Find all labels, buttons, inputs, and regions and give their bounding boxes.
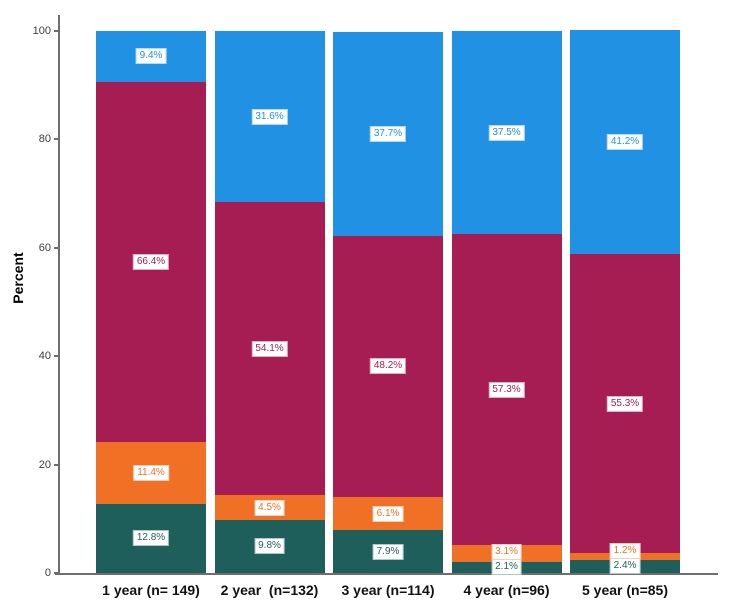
segment-value-label: 9.4% — [135, 48, 167, 65]
y-tick-mark — [54, 246, 59, 249]
y-axis-line — [58, 15, 60, 575]
segment-value-label: 1.2% — [609, 543, 641, 560]
segment-value-label: 2.1% — [491, 559, 522, 576]
segment-value-label: 4.5% — [254, 499, 285, 516]
segment-value-label: 11.4% — [133, 464, 169, 481]
y-tick-label: 60 — [38, 241, 51, 254]
segment-value-label: 2.4% — [609, 558, 641, 575]
y-tick-mark — [54, 355, 59, 358]
segment-value-label: 9.8% — [254, 538, 285, 555]
segment-value-label: 57.3% — [488, 381, 525, 398]
y-tick-label: 0 — [44, 567, 51, 579]
y-tick-mark — [54, 572, 59, 574]
segment-value-label: 37.7% — [369, 125, 407, 142]
x-category-label: 5 year (n=85) — [582, 582, 668, 598]
y-tick-mark — [54, 138, 59, 141]
segment-value-label: 12.8% — [132, 530, 170, 547]
segment-value-label: 66.4% — [132, 253, 170, 270]
segment-value-label: 48.2% — [369, 358, 407, 375]
segment-value-label: 31.6% — [251, 108, 288, 125]
segment-value-label: 41.2% — [606, 134, 644, 151]
x-category-label: 4 year (n=96) — [463, 582, 550, 598]
x-category-label: 2 year (n=132) — [220, 582, 319, 598]
x-axis-line — [55, 573, 718, 575]
x-category-label: 1 year (n= 149) — [102, 582, 200, 598]
x-category-label: 3 year (n=114) — [341, 582, 435, 598]
y-tick-label: 80 — [38, 133, 51, 146]
y-tick-label: 40 — [38, 350, 51, 363]
y-tick-label: 100 — [32, 25, 51, 37]
segment-value-label: 55.3% — [606, 395, 644, 412]
segment-value-label: 54.1% — [251, 340, 288, 357]
segment-value-label: 6.1% — [372, 505, 404, 522]
y-tick-mark — [54, 30, 59, 32]
segment-value-label: 7.9% — [372, 543, 404, 560]
segment-value-label: 3.1% — [491, 544, 522, 561]
segment-value-label: 37.5% — [488, 124, 525, 141]
y-tick-mark — [54, 463, 59, 466]
y-tick-label: 20 — [38, 458, 51, 471]
